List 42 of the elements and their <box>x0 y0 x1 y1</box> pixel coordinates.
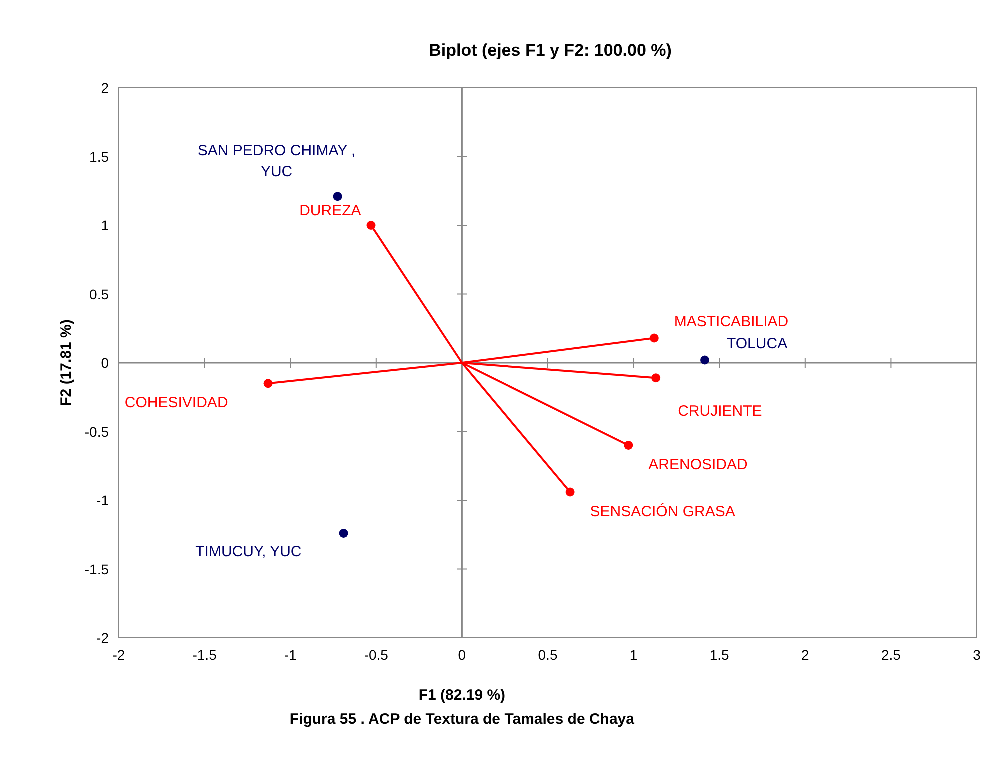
point <box>339 529 348 538</box>
annotation: CRUJIENTE <box>678 403 762 420</box>
point <box>566 488 575 497</box>
point <box>700 356 710 365</box>
x-axis-title: F1 (82.19 %) <box>418 687 506 704</box>
annotation: MASTICABILIAD <box>674 313 789 330</box>
annotation: SENSACIÓN GRASA <box>590 502 736 520</box>
y-tick-label: -1.5 <box>84 561 110 578</box>
annotation: TIMUCUY, YUC <box>196 544 302 560</box>
annotation: ARENOSIDAD <box>648 456 748 474</box>
y-tick-label: 1 <box>101 218 110 234</box>
point <box>366 221 376 230</box>
text: Figura 55 . ACP de Textura de Tamales de Chaya <box>290 711 636 728</box>
x-tick-label: -1.5 <box>192 647 218 663</box>
y-tick-label: -0.5 <box>84 424 110 440</box>
x-tick-label: 2 <box>802 647 810 663</box>
y-tick-label: 0 <box>101 355 110 371</box>
x-tick-label: 1 <box>630 647 638 663</box>
x-tick-label: -2 <box>112 647 126 663</box>
y-tick-label: 0.5 <box>90 286 110 302</box>
x-tick-label: 0 <box>458 647 466 663</box>
y-tick-label: 1.5 <box>90 148 110 165</box>
annotation: COHESIVIDAD <box>124 394 228 412</box>
annotation: SAN PEDRO CHIMAY , YUC <box>198 142 356 181</box>
annotation: TOLUCA <box>727 335 788 352</box>
x-tick-label: -1 <box>284 647 298 663</box>
chart-title: Biplot (ejes F1 y F2: 100.00 %) <box>429 41 672 60</box>
point <box>333 192 342 202</box>
y-tick-label: -1 <box>96 492 110 508</box>
y-tick-label: -2 <box>96 630 110 646</box>
point <box>650 334 659 343</box>
y-tick-label: 2 <box>101 80 110 96</box>
point <box>624 441 634 450</box>
point <box>652 374 661 383</box>
x-tick-label: 1.5 <box>710 647 730 663</box>
x-tick-label: -0.5 <box>364 647 389 663</box>
annotation: DUREZA <box>300 202 362 220</box>
x-tick-label: 3 <box>973 647 982 663</box>
y-axis-title: F2 (17.81 %) <box>58 320 75 406</box>
x-tick-label: 0.5 <box>538 647 558 663</box>
point <box>264 379 273 388</box>
x-tick-label: 2.5 <box>881 647 902 663</box>
